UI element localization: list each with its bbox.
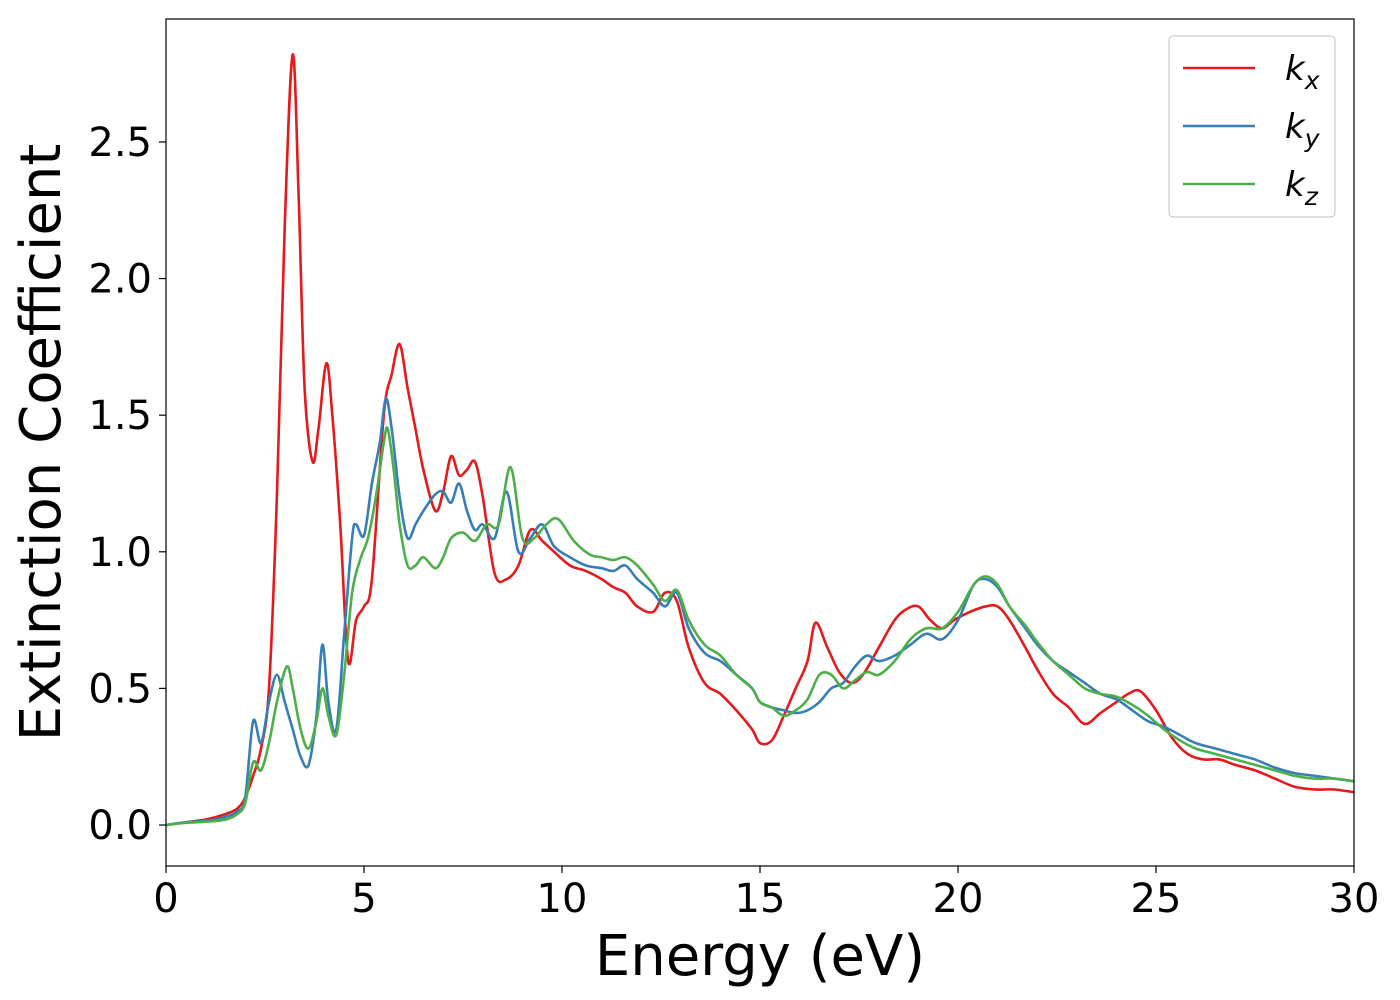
legend-item-kx: kx [1183,49,1320,95]
y-tick-label: 1.0 [88,530,152,576]
x-axis: 0 5 10 15 20 25 30 [153,866,1379,922]
x-tick-label: 20 [933,876,984,922]
x-axis-label: Energy (eV) [595,924,925,989]
x-tick-label: 25 [1131,876,1182,922]
y-tick-label: 2.5 [88,120,152,166]
x-tick-label: 30 [1329,876,1380,922]
plot-lines [166,53,1354,827]
y-tick-label: 2.0 [88,257,152,303]
x-tick-label: 15 [735,876,786,922]
series-line-kz [166,426,1354,827]
legend-label: ky [1285,107,1321,153]
legend-label: kz [1285,165,1319,211]
y-tick-label: 0.5 [88,666,152,712]
legend: kx ky kz [1168,35,1336,218]
legend-label: kx [1285,49,1320,95]
series-line-kx [166,53,1354,827]
y-tick-label: 1.5 [88,393,152,439]
x-tick-label: 5 [351,876,376,922]
y-tick-label: 0.0 [88,803,152,849]
y-axis-label: Extinction Coefficient [9,144,74,742]
legend-item-ky: ky [1183,107,1321,153]
x-tick-label: 0 [153,876,178,922]
x-tick-label: 10 [537,876,588,922]
series-line-ky [166,397,1354,827]
y-axis: 0.0 0.5 1.0 1.5 2.0 2.5 [88,120,166,849]
legend-item-kz: kz [1183,165,1319,211]
